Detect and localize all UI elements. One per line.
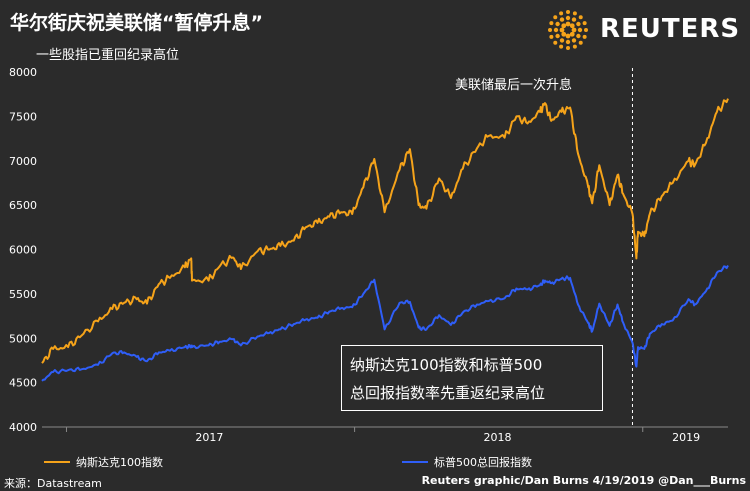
logo-dot xyxy=(571,17,577,22)
logo-dot xyxy=(576,33,581,39)
logo-dot xyxy=(553,15,558,20)
logo-dot xyxy=(584,28,588,32)
y-tick-label: 4000 xyxy=(9,421,37,434)
x-tick-label: 2019 xyxy=(672,431,700,444)
callout-line-1: 纳斯达克100指数和标普500 xyxy=(350,356,543,374)
chart-subtitle: 一些股指已重回纪录高位 xyxy=(36,48,180,63)
logo-dot xyxy=(572,11,577,16)
credit-note: Reuters graphic/Dan Burns 4/19/2019 @Dan… xyxy=(421,474,746,487)
logo-dot xyxy=(582,21,587,26)
y-tick-label: 5000 xyxy=(9,332,37,345)
logo-dot xyxy=(559,27,565,33)
reuters-dots-icon xyxy=(548,10,588,50)
reuters-logo-text: REUTERS xyxy=(600,14,741,44)
logo-dot xyxy=(559,11,564,16)
logo-dot xyxy=(561,31,567,37)
y-tick-label: 6000 xyxy=(9,244,37,257)
logo-dot xyxy=(553,27,559,33)
y-axis: 4000 4500 5000 5500 6000 6500 7000 7500 8000 xyxy=(9,66,37,434)
logo-dot xyxy=(549,34,554,39)
logo-dot xyxy=(571,27,577,33)
y-tick-label: 5500 xyxy=(9,288,37,301)
logo-dot xyxy=(569,31,575,37)
reuters-logo: REUTERS xyxy=(546,10,746,50)
logo-dot xyxy=(555,33,560,39)
logo-dot xyxy=(566,46,570,50)
series-line-sp500 xyxy=(41,265,729,382)
fed-hike-annotation: 美联储最后一次升息 xyxy=(455,78,573,93)
logo-dot xyxy=(561,23,567,29)
logo-dot xyxy=(559,17,565,22)
logo-dot xyxy=(572,44,577,49)
logo-dot xyxy=(578,15,583,20)
legend-item-nasdaq: 纳斯达克100指数 xyxy=(44,454,163,470)
logo-dot xyxy=(548,28,552,32)
y-tick-label: 7000 xyxy=(9,155,37,168)
legend-label-nasdaq: 纳斯达克100指数 xyxy=(76,456,163,469)
logo-dot xyxy=(553,40,558,45)
logo-dot xyxy=(565,39,571,45)
source-note: 来源：Datastream xyxy=(4,477,102,490)
logo-dot xyxy=(555,21,560,27)
y-tick-label: 4500 xyxy=(9,377,37,390)
y-tick-label: 7500 xyxy=(9,110,37,123)
series-lines xyxy=(41,98,729,382)
x-axis: 2017 2018 2019 xyxy=(42,426,728,444)
logo-dot xyxy=(549,21,554,26)
logo-dot xyxy=(578,40,583,45)
x-tick-label: 2018 xyxy=(483,431,511,444)
logo-dot xyxy=(565,15,571,21)
logo-dot xyxy=(569,23,575,29)
legend-item-sp500: 标普500总回报指数 xyxy=(402,454,532,470)
legend-label-sp500: 标普500总回报指数 xyxy=(434,456,532,469)
series-line-nasdaq xyxy=(41,98,729,364)
logo-dot xyxy=(565,21,571,27)
y-tick-label: 6500 xyxy=(9,199,37,212)
legend-swatch-sp500 xyxy=(402,461,428,463)
logo-dot xyxy=(577,27,583,33)
callout-line-2: 总回报指数率先重返纪录高位 xyxy=(350,384,546,402)
chart-title: 华尔街庆祝美联储“暂停升息” xyxy=(10,12,263,34)
callout-box: 纳斯达克100指数和标普500 总回报指数率先重返纪录高位 xyxy=(341,345,603,411)
logo-dot xyxy=(571,38,577,43)
logo-dot xyxy=(565,33,571,39)
logo-dot xyxy=(576,21,581,27)
y-tick-label: 8000 xyxy=(9,66,37,79)
logo-dot xyxy=(566,10,570,14)
logo-dot xyxy=(582,34,587,39)
x-tick-label: 2017 xyxy=(195,431,223,444)
logo-dot xyxy=(559,44,564,49)
logo-dot xyxy=(559,38,565,43)
legend-swatch-nasdaq xyxy=(44,461,70,463)
